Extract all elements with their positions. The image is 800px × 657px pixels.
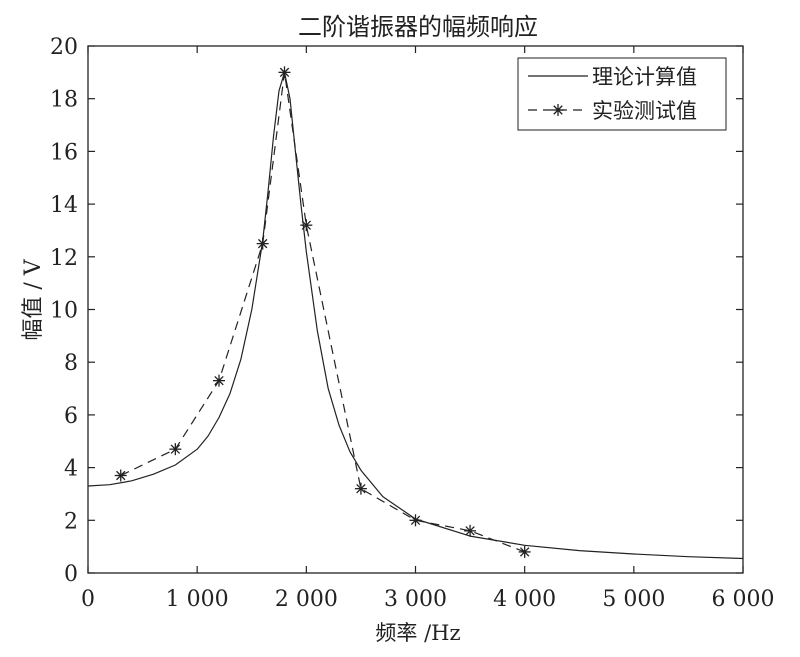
x-tick-label: 3 000 [384, 587, 447, 612]
y-tick-label: 0 [64, 562, 78, 587]
legend-box [517, 57, 727, 131]
y-tick-label: 18 [50, 88, 78, 113]
experiment-line [120, 71, 525, 553]
experiment-point [213, 374, 225, 387]
star-stroke [356, 483, 366, 494]
y-axis-label: 幅值 / V [21, 258, 46, 340]
experiment-point [114, 469, 127, 482]
experiment-point [518, 545, 531, 558]
x-tick-label: 2 000 [275, 587, 338, 612]
y-tick-label: 10 [50, 299, 78, 324]
x-tick-label: 1 000 [166, 587, 229, 612]
y-tick-label: 2 [64, 509, 78, 534]
experiment-point [278, 66, 291, 79]
experiment-point [169, 443, 182, 456]
legend-star-marker [552, 104, 564, 116]
experiment-point [300, 219, 313, 232]
star-stroke [279, 67, 290, 78]
theory-curve [87, 71, 744, 560]
experiment-point [256, 237, 269, 250]
chart-title: 二阶谐振器的幅频响应 [298, 13, 538, 41]
y-tick-label: 4 [64, 457, 78, 482]
star-stroke [465, 526, 475, 536]
y-tick-label: 8 [64, 351, 78, 376]
legend: 理论计算值 实验测试值 [517, 57, 727, 131]
x-axis-label: 频率 /Hz [375, 621, 460, 645]
legend-label-theory: 理论计算值 [592, 65, 697, 89]
experiment-point [409, 514, 422, 527]
star-stroke [410, 515, 421, 526]
star-stroke [257, 238, 268, 249]
y-tick-label: 12 [50, 246, 78, 271]
star-stroke [214, 375, 224, 386]
y-tick-label: 6 [64, 404, 78, 429]
x-tick-label: 5 000 [602, 587, 665, 612]
star-stroke [553, 105, 563, 115]
star-stroke [116, 470, 126, 481]
star-stroke [170, 444, 181, 454]
legend-label-experiment: 实验测试值 [592, 99, 697, 123]
y-tick-label: 14 [50, 193, 78, 218]
experiment-point [464, 524, 477, 537]
y-tick-label: 16 [50, 140, 78, 165]
experiment-point [354, 482, 367, 495]
star-stroke [301, 220, 312, 230]
legend-star [552, 104, 564, 116]
star-stroke [519, 547, 530, 557]
x-tick-label: 4 000 [493, 587, 556, 612]
x-tick-label: 6 000 [712, 587, 775, 612]
x-tick-label: 0 [81, 587, 95, 612]
y-tick-label: 20 [50, 35, 78, 60]
